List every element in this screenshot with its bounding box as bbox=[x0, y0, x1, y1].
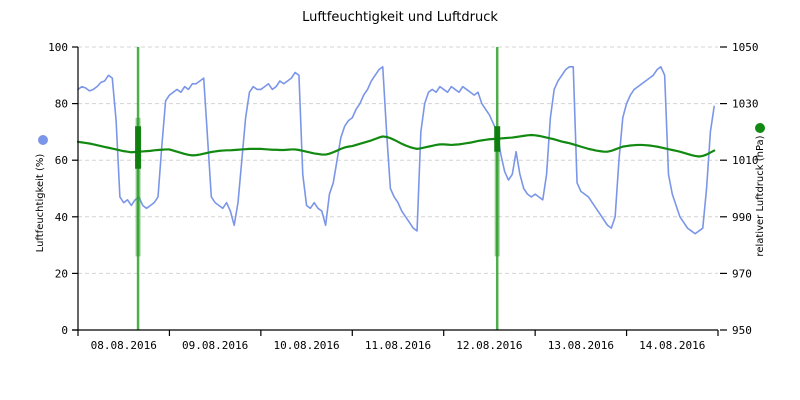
x-axis-tick-label: 11.08.2016 bbox=[365, 339, 431, 352]
right-axis-tick-label: 1050 bbox=[732, 41, 759, 54]
chart-title: Luftfeuchtigkeit und Luftdruck bbox=[302, 10, 498, 25]
x-axis-tick-label: 13.08.2016 bbox=[548, 339, 614, 352]
right-axis-tick-label: 970 bbox=[732, 267, 752, 280]
humidity-axis-label: Luftfeuchtigkeit (%) bbox=[35, 154, 46, 253]
left-axis-tick-label: 20 bbox=[55, 267, 68, 280]
right-axis-tick-label: 1030 bbox=[732, 98, 759, 111]
x-axis-tick-label: 09.08.2016 bbox=[182, 339, 248, 352]
x-axis-tick-label: 12.08.2016 bbox=[456, 339, 522, 352]
left-axis-tick-label: 60 bbox=[55, 154, 68, 167]
pressure-series-line bbox=[76, 133, 716, 158]
right-axis-tick-label: 1010 bbox=[732, 154, 759, 167]
x-axis-tick-label: 10.08.2016 bbox=[273, 339, 339, 352]
pressure-legend-dot-icon bbox=[755, 123, 765, 133]
left-axis-tick-label: 40 bbox=[55, 211, 68, 224]
humidity-series-line bbox=[77, 66, 715, 235]
left-axis-tick-label: 80 bbox=[55, 98, 68, 111]
series-layer bbox=[76, 47, 716, 330]
x-axis-tick-label: 08.08.2016 bbox=[91, 339, 157, 352]
humidity-legend-dot-icon bbox=[38, 135, 48, 145]
axes-layer: 0 20 40 60 80 100 950 970 990 1010 1030 1050 08.08.2… bbox=[48, 41, 758, 352]
left-axis-tick-label: 100 bbox=[48, 41, 68, 54]
pressure-axis-label: relativer Luftdruck (hPa) bbox=[755, 135, 766, 256]
right-axis-tick-label: 990 bbox=[732, 211, 752, 224]
right-axis-tick-label: 950 bbox=[732, 324, 752, 337]
gridlines-layer bbox=[78, 46, 718, 274]
left-axis-tick-label: 0 bbox=[61, 324, 68, 337]
x-axis-tick-label: 14.08.2016 bbox=[639, 339, 705, 352]
